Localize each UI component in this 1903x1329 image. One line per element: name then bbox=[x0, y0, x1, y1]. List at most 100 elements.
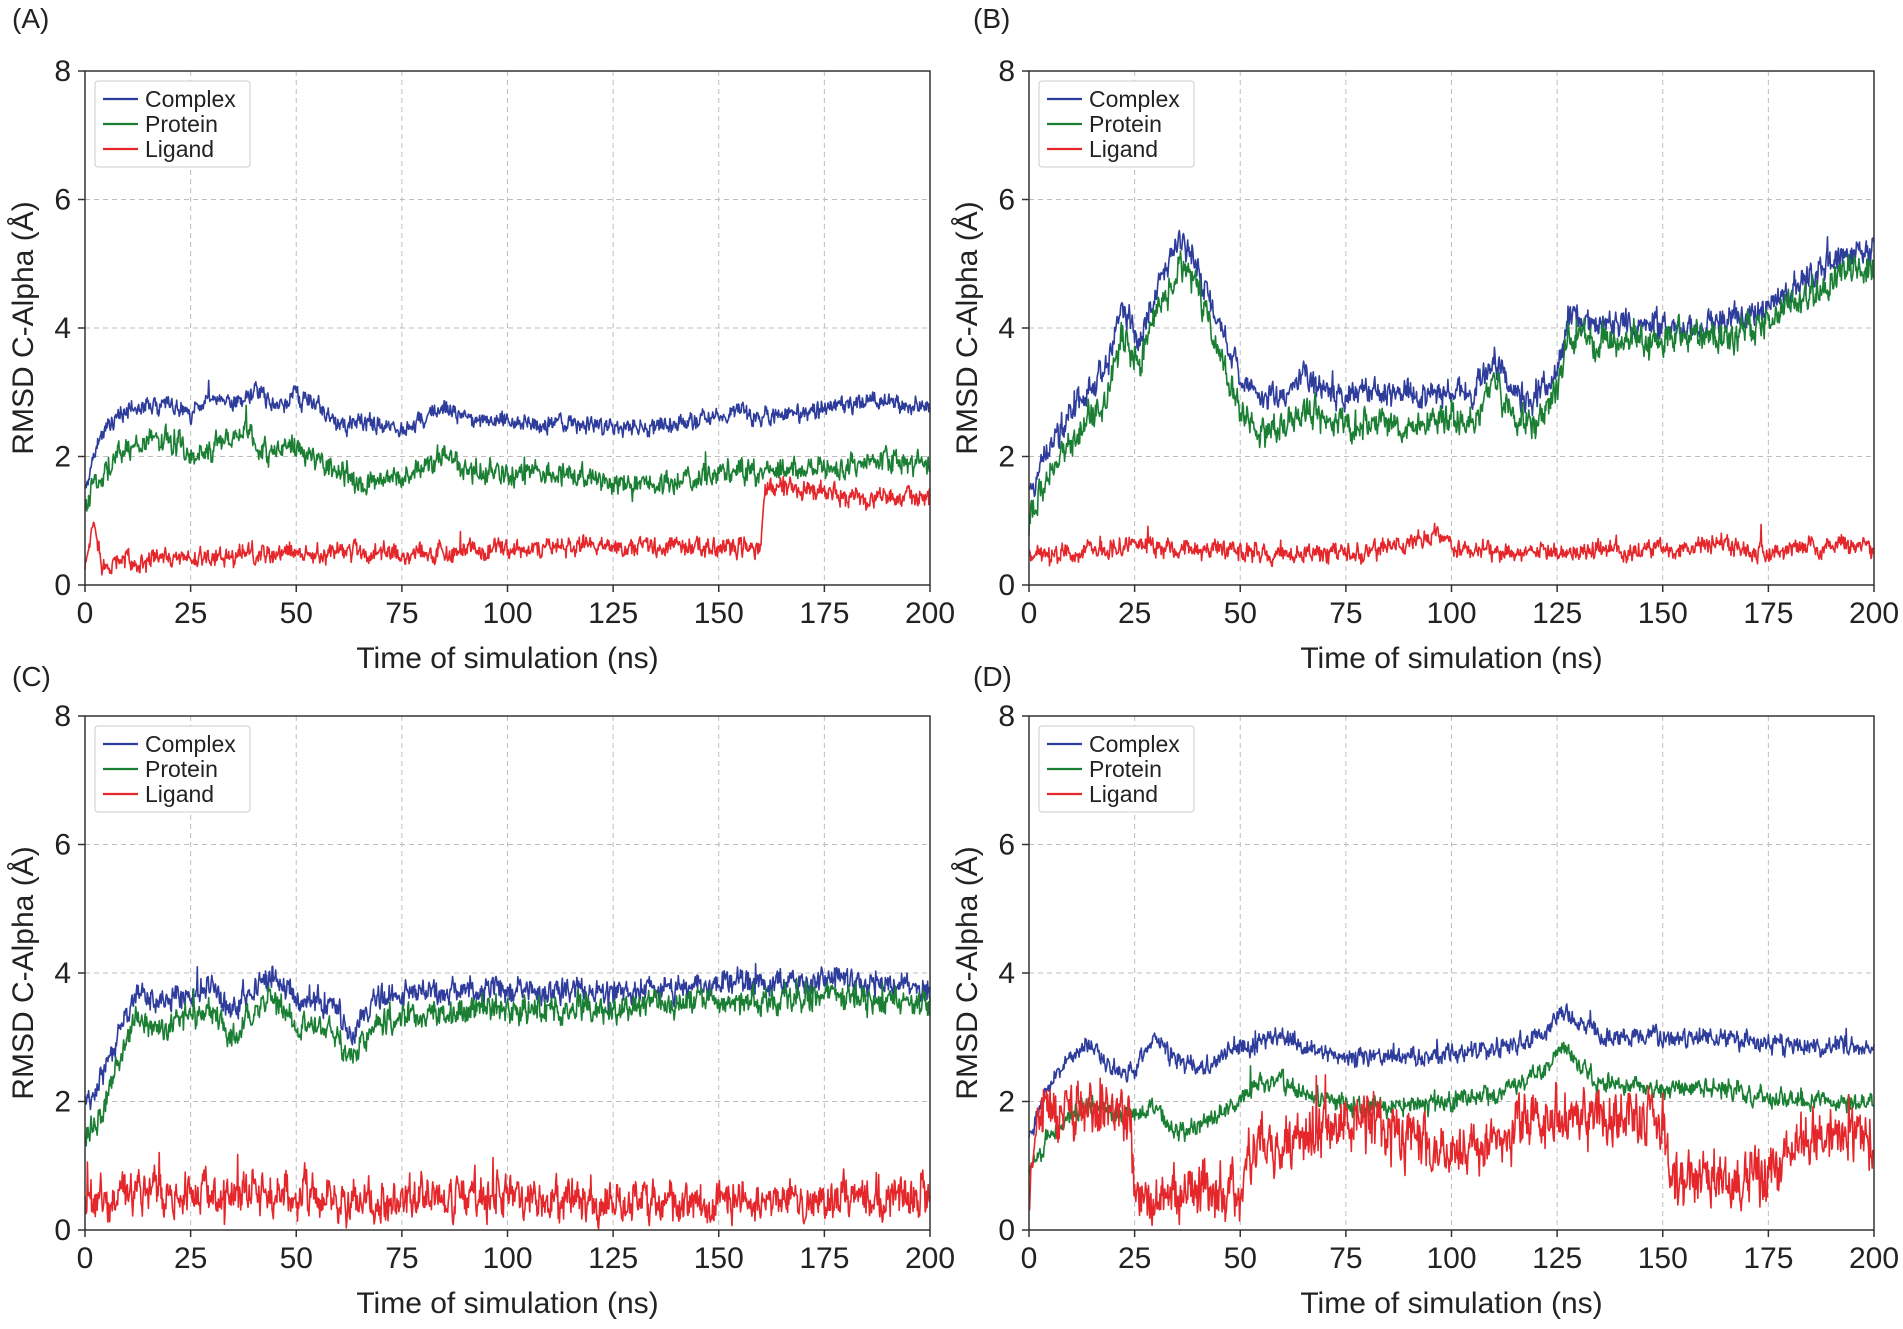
series-line-protein bbox=[84, 404, 931, 512]
x-axis-label: Time of simulation (ns) bbox=[356, 642, 658, 675]
chart-panel-3: (D) 0 25 50 75 100 125 150 175 200 0 2 4 6 8 Time of si… bbox=[951, 661, 1899, 1320]
y-axis-label: RMSD C-Alpha (Å) bbox=[951, 201, 984, 454]
legend-box bbox=[94, 80, 251, 168]
x-axis-label: Time of simulation (ns) bbox=[1300, 642, 1602, 675]
legend-box bbox=[1038, 80, 1195, 168]
y-axis-label: RMSD C-Alpha (Å) bbox=[7, 201, 40, 454]
y-tick-label: 4 bbox=[54, 957, 71, 990]
x-tick-label: 150 bbox=[694, 1242, 744, 1275]
legend-box bbox=[1038, 725, 1195, 813]
x-tick-label: 25 bbox=[174, 1242, 207, 1275]
y-tick-label: 2 bbox=[54, 441, 71, 474]
x-tick-label: 175 bbox=[1743, 1242, 1793, 1275]
series-line-ligand bbox=[84, 1151, 931, 1230]
legend-entry: Complex bbox=[1089, 86, 1180, 112]
x-tick-label: 0 bbox=[77, 597, 94, 630]
legend-entry: Protein bbox=[1089, 756, 1162, 782]
y-tick-label: 4 bbox=[998, 312, 1015, 345]
x-tick-label: 200 bbox=[905, 1242, 955, 1275]
x-tick-label: 125 bbox=[588, 1242, 638, 1275]
panel-label: (A) bbox=[12, 3, 49, 34]
y-tick-label: 0 bbox=[54, 1214, 71, 1247]
legend-entry: Protein bbox=[145, 111, 218, 137]
x-axis-label: Time of simulation (ns) bbox=[1300, 1287, 1602, 1320]
legend-entry: Complex bbox=[145, 731, 236, 757]
x-tick-label: 75 bbox=[1329, 597, 1362, 630]
x-tick-label: 200 bbox=[1849, 1242, 1899, 1275]
series-line-complex bbox=[1028, 1003, 1875, 1138]
legend-entry: Ligand bbox=[1089, 781, 1158, 807]
x-tick-label: 175 bbox=[799, 1242, 849, 1275]
y-tick-label: 0 bbox=[998, 1214, 1015, 1247]
x-tick-label: 50 bbox=[280, 597, 313, 630]
x-tick-label: 125 bbox=[1532, 597, 1582, 630]
y-axis-label: RMSD C-Alpha (Å) bbox=[951, 846, 984, 1099]
chart-panel-0: (A) 0 25 50 75 100 125 150 175 200 0 2 4 6 8 Time of si… bbox=[7, 3, 955, 675]
legend-entry: Complex bbox=[145, 86, 236, 112]
x-tick-label: 50 bbox=[1224, 1242, 1257, 1275]
x-tick-label: 0 bbox=[77, 1242, 94, 1275]
x-tick-label: 75 bbox=[385, 597, 418, 630]
legend-entry: Complex bbox=[1089, 731, 1180, 757]
y-tick-label: 4 bbox=[54, 312, 71, 345]
legend-entry: Ligand bbox=[145, 136, 214, 162]
series-line-complex bbox=[84, 379, 931, 489]
x-tick-label: 75 bbox=[385, 1242, 418, 1275]
chart-panel-1: (B) 0 25 50 75 100 125 150 175 200 0 2 4 6 8 Time of si… bbox=[951, 3, 1899, 675]
y-tick-label: 8 bbox=[998, 700, 1015, 733]
x-tick-label: 125 bbox=[1532, 1242, 1582, 1275]
panel-label: (C) bbox=[12, 661, 51, 692]
panel-label: (D) bbox=[973, 661, 1012, 692]
y-axis-label: RMSD C-Alpha (Å) bbox=[7, 846, 40, 1099]
legend-entry: Protein bbox=[1089, 111, 1162, 137]
panel-label: (B) bbox=[973, 3, 1010, 34]
y-tick-label: 0 bbox=[998, 569, 1015, 602]
series-line-ligand bbox=[1028, 1074, 1875, 1227]
x-tick-label: 0 bbox=[1021, 597, 1038, 630]
series-line-protein bbox=[1028, 1041, 1875, 1176]
series-line-ligand bbox=[84, 475, 931, 576]
x-tick-label: 150 bbox=[1638, 597, 1688, 630]
legend-entry: Ligand bbox=[145, 781, 214, 807]
x-tick-label: 175 bbox=[799, 597, 849, 630]
y-tick-label: 8 bbox=[54, 700, 71, 733]
legend-entry: Ligand bbox=[1089, 136, 1158, 162]
series-line-complex bbox=[84, 962, 931, 1111]
y-tick-label: 2 bbox=[998, 441, 1015, 474]
x-tick-label: 150 bbox=[694, 597, 744, 630]
y-tick-label: 2 bbox=[54, 1086, 71, 1119]
y-tick-label: 6 bbox=[998, 184, 1015, 217]
y-tick-label: 6 bbox=[54, 829, 71, 862]
x-tick-label: 125 bbox=[588, 597, 638, 630]
y-tick-label: 6 bbox=[998, 829, 1015, 862]
series-line-protein bbox=[1028, 250, 1875, 536]
x-tick-label: 50 bbox=[1224, 597, 1257, 630]
y-tick-label: 8 bbox=[54, 55, 71, 88]
x-tick-label: 75 bbox=[1329, 1242, 1362, 1275]
x-tick-label: 100 bbox=[1426, 597, 1476, 630]
series-line-ligand bbox=[1028, 522, 1875, 568]
x-tick-label: 50 bbox=[280, 1242, 313, 1275]
x-tick-label: 200 bbox=[1849, 597, 1899, 630]
x-tick-label: 100 bbox=[482, 1242, 532, 1275]
x-tick-label: 200 bbox=[905, 597, 955, 630]
y-tick-label: 4 bbox=[998, 957, 1015, 990]
y-tick-label: 0 bbox=[54, 569, 71, 602]
y-tick-label: 6 bbox=[54, 184, 71, 217]
x-tick-label: 100 bbox=[482, 597, 532, 630]
legend-box bbox=[94, 725, 251, 813]
series-line-protein bbox=[84, 977, 931, 1147]
y-tick-label: 2 bbox=[998, 1086, 1015, 1119]
chart-panel-2: (C) 0 25 50 75 100 125 150 175 200 0 2 4 6 8 Time of si… bbox=[7, 661, 955, 1320]
x-tick-label: 25 bbox=[1118, 1242, 1151, 1275]
x-tick-label: 100 bbox=[1426, 1242, 1476, 1275]
x-tick-label: 150 bbox=[1638, 1242, 1688, 1275]
x-axis-label: Time of simulation (ns) bbox=[356, 1287, 658, 1320]
x-tick-label: 25 bbox=[1118, 597, 1151, 630]
x-tick-label: 175 bbox=[1743, 597, 1793, 630]
